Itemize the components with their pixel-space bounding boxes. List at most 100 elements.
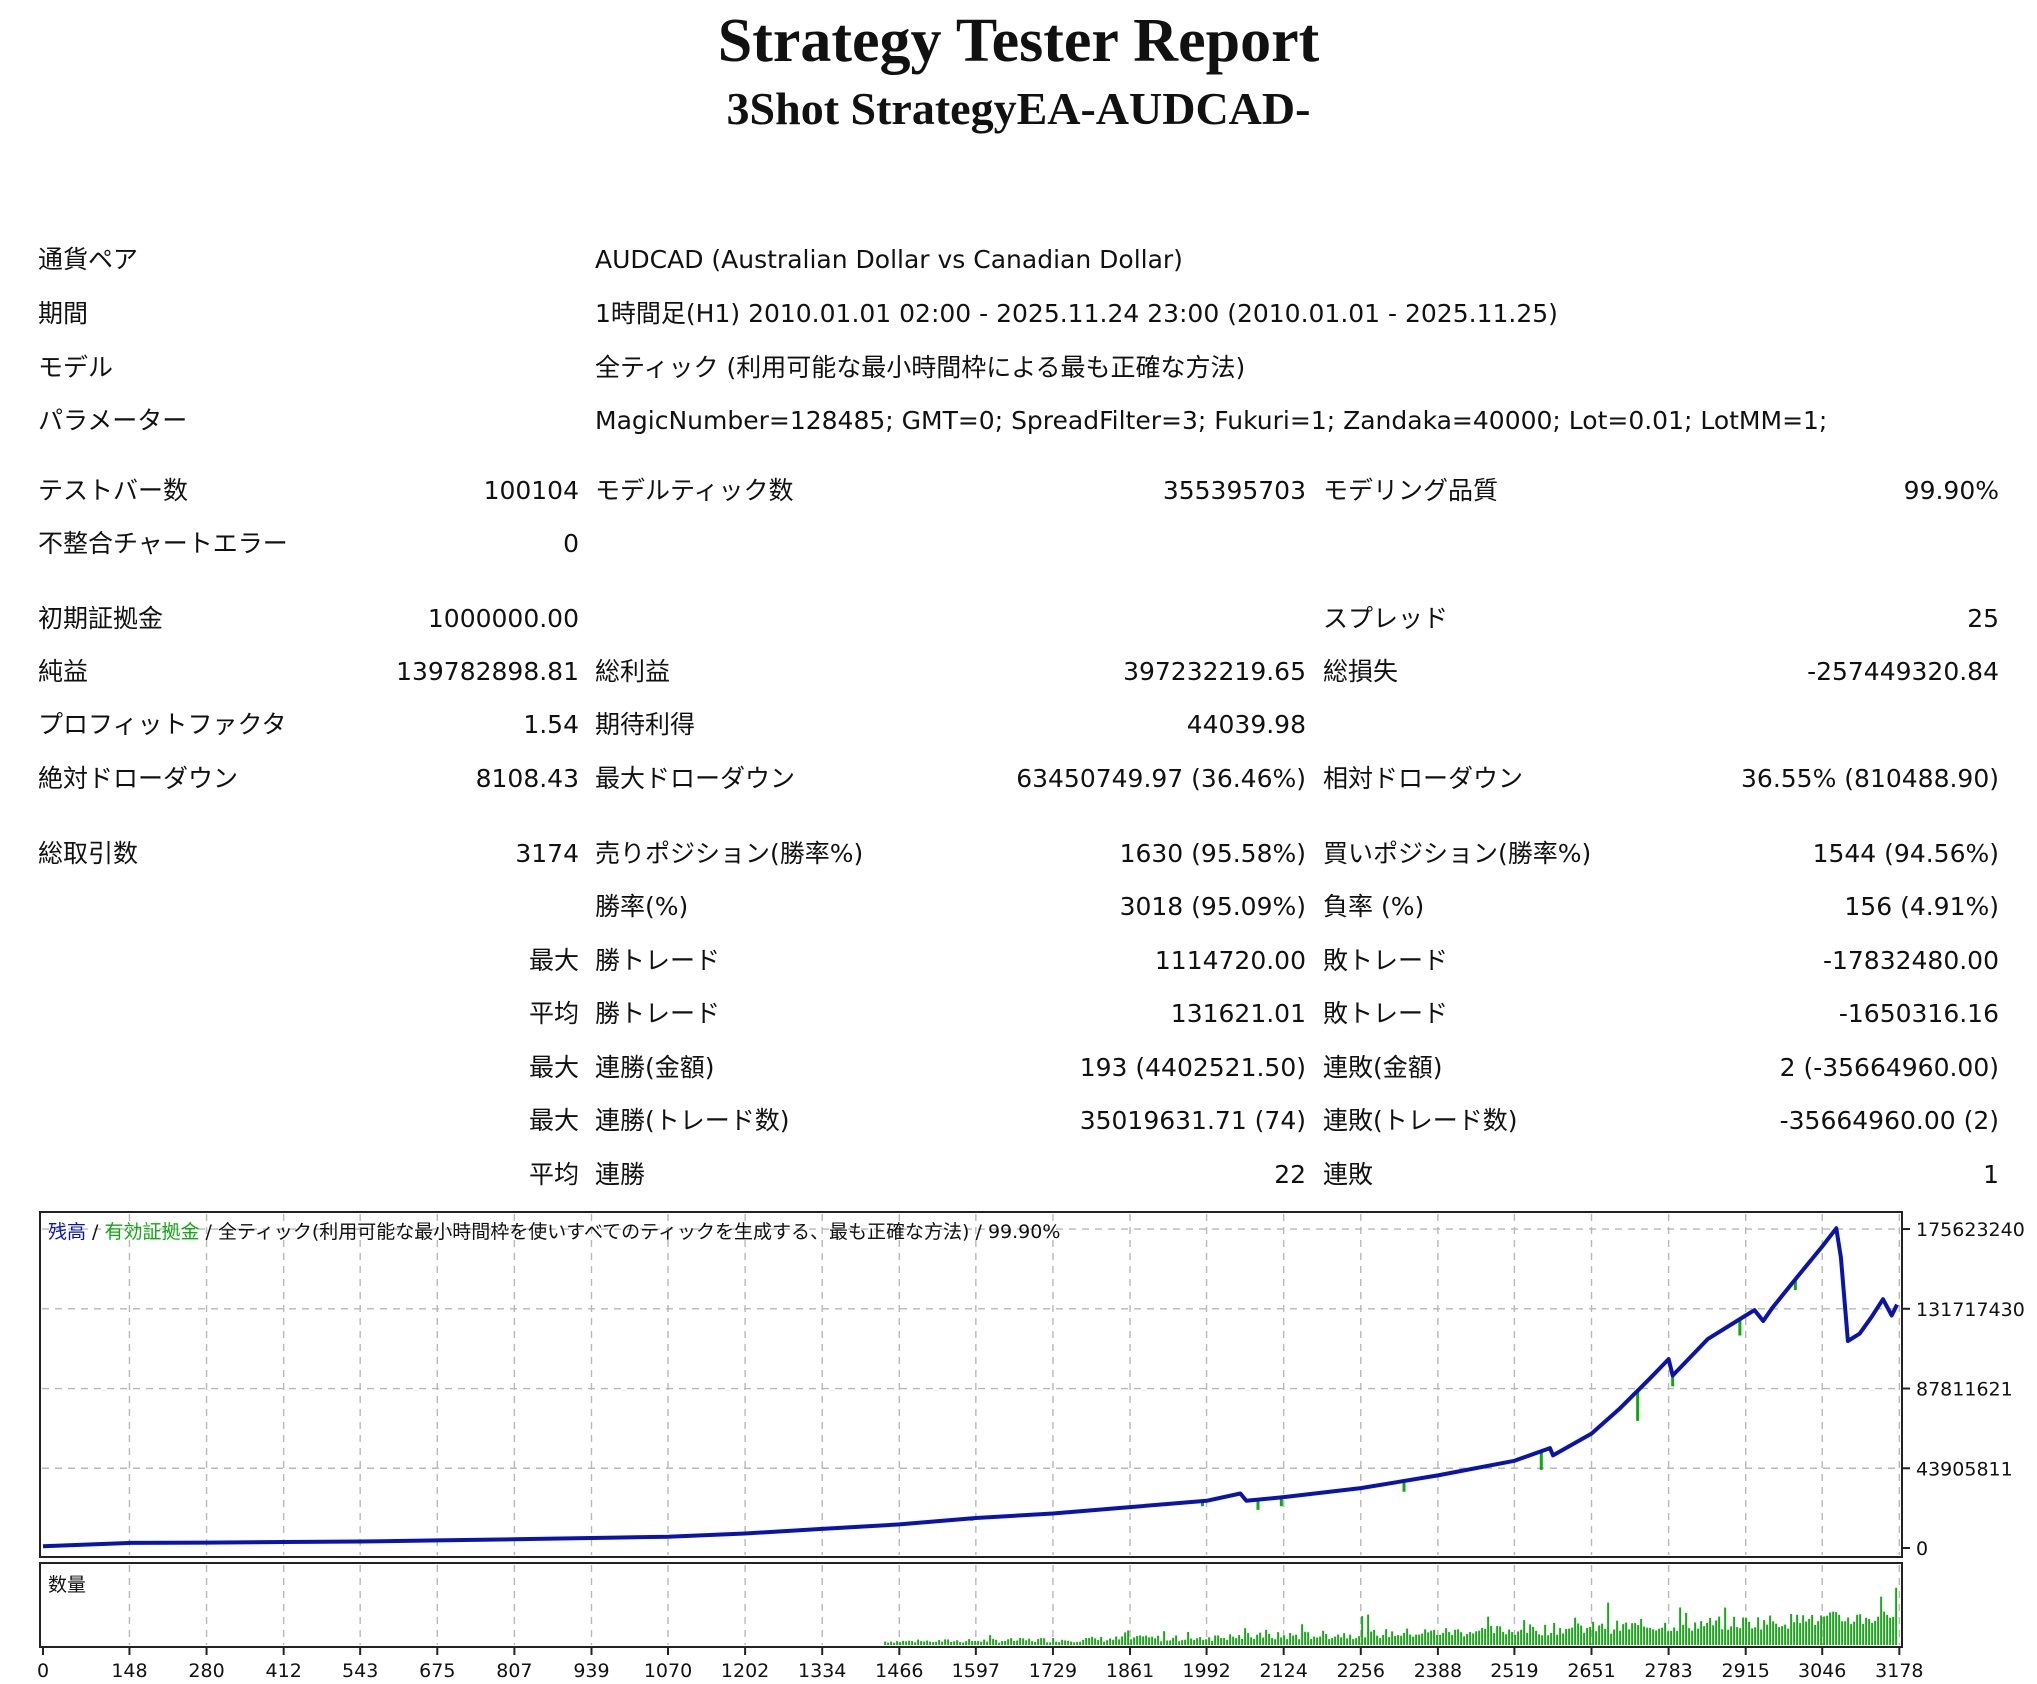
x-tick-label: 939 bbox=[573, 1660, 609, 1682]
volume-bar bbox=[1100, 1636, 1103, 1645]
equity-dips bbox=[970, 1279, 1797, 1521]
volume-bar bbox=[1535, 1630, 1538, 1645]
volume-bar bbox=[1370, 1631, 1373, 1645]
volume-bar bbox=[1304, 1631, 1307, 1645]
spread-value: 25 bbox=[1967, 604, 1999, 633]
volume-bar bbox=[1076, 1641, 1079, 1645]
avg-consec-wins-label: 連勝 bbox=[595, 1160, 646, 1189]
volume-bar bbox=[1034, 1641, 1037, 1645]
volume-bar bbox=[923, 1641, 926, 1645]
avg-consec-wins-value: 22 bbox=[1274, 1160, 1306, 1189]
volume-bar bbox=[1685, 1612, 1688, 1645]
consec-losses-trades-value: -35664960.00 (2) bbox=[1779, 1106, 1999, 1135]
volume-bar bbox=[1481, 1627, 1484, 1645]
volume-bar bbox=[1736, 1627, 1739, 1645]
volume-bar bbox=[1088, 1637, 1091, 1645]
volume-bar bbox=[1649, 1627, 1652, 1645]
volume-bar bbox=[1082, 1639, 1085, 1645]
volume-bar bbox=[1244, 1628, 1247, 1645]
volume-bar bbox=[1487, 1616, 1490, 1645]
volume-bar bbox=[929, 1641, 932, 1645]
largest-win-value: 1114720.00 bbox=[1154, 946, 1306, 975]
total-trades-label: 総取引数 bbox=[38, 839, 139, 868]
expected-payoff-label: 期待利得 bbox=[595, 710, 696, 739]
volume-bar bbox=[1574, 1617, 1577, 1645]
volume-bar bbox=[1094, 1638, 1097, 1645]
volume-bar bbox=[1613, 1629, 1616, 1645]
volume-bar bbox=[1643, 1626, 1646, 1645]
volume-bar bbox=[1586, 1627, 1589, 1645]
volume-bar bbox=[1151, 1636, 1154, 1645]
volume-bar bbox=[1523, 1620, 1526, 1645]
volume-bar bbox=[902, 1640, 905, 1645]
volume-bar bbox=[1733, 1616, 1736, 1645]
volume-bar bbox=[1538, 1634, 1541, 1645]
consec-losses-trades-label: 連敗(トレード数) bbox=[1323, 1106, 1518, 1135]
report-subtitle: 3Shot StrategyEA-AUDCAD- bbox=[726, 83, 1311, 134]
volume-bar bbox=[1892, 1616, 1895, 1645]
volume-bar bbox=[971, 1641, 974, 1645]
volume-bar bbox=[1781, 1626, 1784, 1645]
volume-bar bbox=[1376, 1635, 1379, 1645]
volume-bar bbox=[1259, 1632, 1262, 1645]
volume-bar bbox=[1724, 1607, 1727, 1645]
volume-bar bbox=[1184, 1639, 1187, 1645]
volume-bar bbox=[1874, 1620, 1877, 1645]
volume-bar bbox=[917, 1639, 920, 1645]
volume-bar bbox=[1844, 1621, 1847, 1645]
volume-bar bbox=[1544, 1624, 1547, 1645]
volume-bar bbox=[1412, 1636, 1415, 1645]
volume-bar bbox=[1286, 1639, 1289, 1645]
volume-bar bbox=[1190, 1638, 1193, 1645]
volume-bar bbox=[1571, 1627, 1574, 1645]
volume-bar bbox=[1469, 1632, 1472, 1645]
chart-legend: 残高 / 有効証拠金 / 全ティック(利用可能な最小時間枠を使いすべてのティック… bbox=[48, 1221, 1060, 1243]
x-tick-label: 543 bbox=[342, 1660, 378, 1682]
volume-bar bbox=[1676, 1630, 1679, 1645]
volume-bar bbox=[1484, 1628, 1487, 1645]
volume-bar bbox=[1865, 1617, 1868, 1645]
short-positions-value: 1630 (95.58%) bbox=[1119, 839, 1306, 868]
max-drawdown-value: 63450749.97 (36.46%) bbox=[1016, 764, 1306, 793]
volume-bar bbox=[1700, 1621, 1703, 1645]
y-tick-label: 43905811 bbox=[1916, 1458, 2013, 1480]
volume-bar bbox=[986, 1641, 989, 1645]
volume-bar bbox=[1577, 1623, 1580, 1645]
volume-bar bbox=[1061, 1639, 1064, 1645]
volume-bar bbox=[1838, 1614, 1841, 1645]
x-tick-label: 2388 bbox=[1414, 1660, 1462, 1682]
volume-bar bbox=[1283, 1635, 1286, 1645]
volume-bar bbox=[1835, 1612, 1838, 1645]
volume-bar bbox=[1832, 1611, 1835, 1645]
volume-bar bbox=[1562, 1633, 1565, 1645]
volume-bar bbox=[944, 1639, 947, 1645]
volume-bar bbox=[1421, 1633, 1424, 1645]
volume-bar bbox=[977, 1640, 980, 1645]
x-tick-label: 1466 bbox=[875, 1660, 923, 1682]
volume-bar bbox=[1520, 1629, 1523, 1645]
x-tick-label: 2915 bbox=[1722, 1660, 1770, 1682]
x-tick-label: 2783 bbox=[1644, 1660, 1692, 1682]
volume-bar bbox=[1532, 1626, 1535, 1645]
x-tick-label: 1070 bbox=[644, 1660, 692, 1682]
volume-bar bbox=[1442, 1632, 1445, 1645]
volume-bar bbox=[926, 1640, 929, 1645]
volume-bar bbox=[1622, 1624, 1625, 1645]
volume-bar bbox=[995, 1639, 998, 1645]
period-label: 期間 bbox=[38, 299, 89, 328]
volume-bar bbox=[1325, 1634, 1328, 1645]
volume-bar bbox=[1568, 1628, 1571, 1645]
volume-bar bbox=[992, 1638, 995, 1645]
pair-label: 通貨ペア bbox=[38, 245, 139, 274]
volume-bar bbox=[1064, 1640, 1067, 1645]
x-tick-label: 1597 bbox=[952, 1660, 1000, 1682]
bars-label: テストバー数 bbox=[38, 476, 189, 505]
volume-bar bbox=[1157, 1635, 1160, 1645]
volume-bar bbox=[1274, 1639, 1277, 1645]
volume-bar bbox=[1886, 1614, 1889, 1645]
volume-bar bbox=[1142, 1636, 1145, 1645]
ticks-label: モデルティック数 bbox=[595, 476, 794, 505]
volume-bar bbox=[1046, 1642, 1049, 1645]
volume-bar bbox=[1631, 1623, 1634, 1645]
volume-bar bbox=[1220, 1637, 1223, 1645]
